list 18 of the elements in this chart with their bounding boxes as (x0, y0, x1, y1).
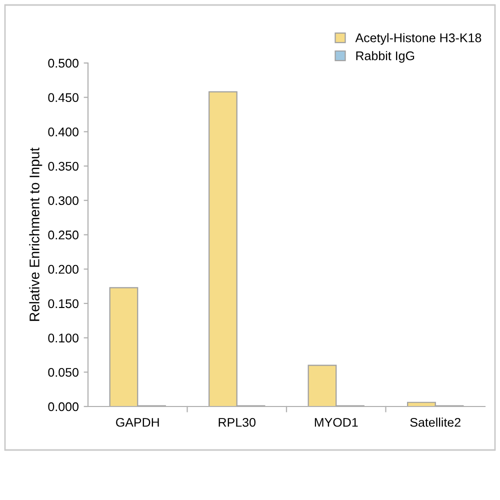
x-tick-label: Satellite2 (410, 418, 460, 427)
y-tick-label: 0.350 (48, 162, 78, 171)
legend-label: Acetyl-Histone H3-K18 (355, 33, 482, 45)
y-tick-label: 0.100 (48, 334, 78, 342)
y-tick-label: 0.500 (48, 58, 78, 68)
y-tick-label: 0.250 (48, 230, 78, 240)
x-tick-label: GAPDH (116, 418, 159, 427)
x-tick-label: MYOD1 (314, 418, 358, 427)
y-tick-label: 0.050 (48, 368, 78, 377)
legend-label: Rabbit IgG (356, 51, 414, 63)
y-axis-title: Relative Enrichment to Input (29, 148, 42, 321)
y-tick-label: 0.300 (48, 196, 78, 206)
x-tick-label: RPL30 (218, 418, 256, 427)
y-tick-label: 0.150 (48, 299, 78, 308)
y-tick-label: 0.200 (48, 264, 78, 274)
y-tick-label: 0.450 (48, 93, 78, 102)
y-tick-label: 0.400 (48, 128, 78, 136)
y-tick-label: 0.000 (48, 402, 78, 412)
